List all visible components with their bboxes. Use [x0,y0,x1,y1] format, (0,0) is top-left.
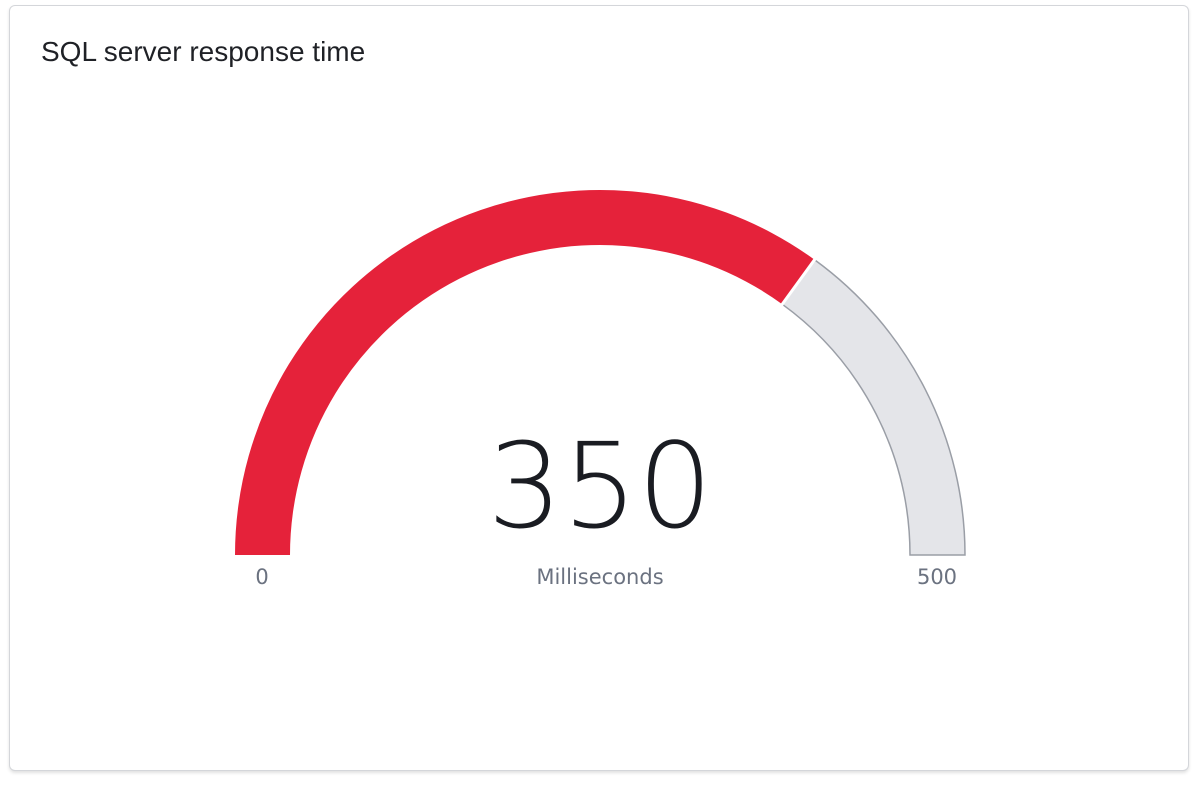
gauge-card: SQL server response time [9,5,1189,771]
gauge-separator [779,257,817,307]
gauge-min-label: 0 [255,565,268,589]
gauge-track [781,258,966,556]
gauge-unit: Milliseconds [536,565,663,589]
gauge-value: 350 [487,417,712,555]
gauge-max-label: 500 [917,565,957,589]
chart-title: SQL server response time [41,36,366,67]
gauge-fill [235,189,815,555]
